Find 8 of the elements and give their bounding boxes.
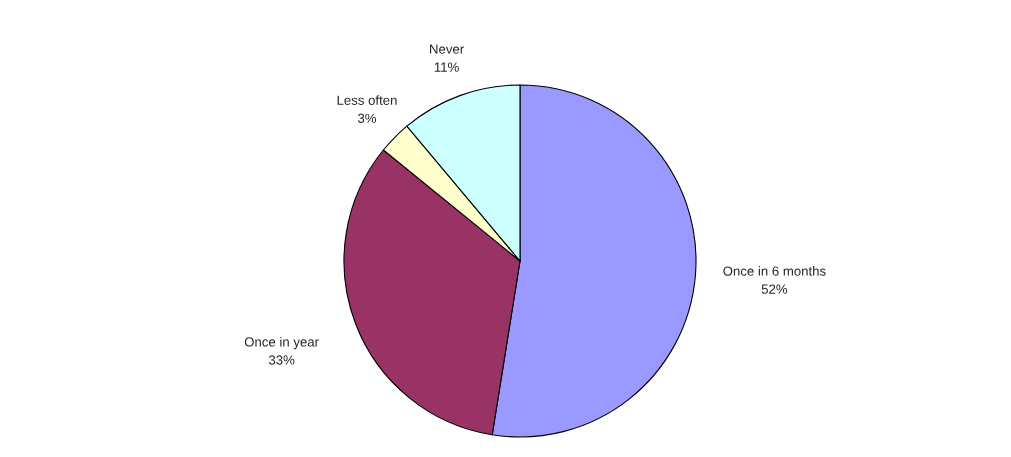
data-label: 11%: [434, 62, 459, 72]
data-label: 3%: [357, 113, 377, 123]
slice-label: Once in 6 months: [723, 266, 826, 276]
slice-label: Never: [430, 44, 464, 54]
data-label: 33%: [268, 355, 295, 365]
data-label: 52%: [761, 284, 788, 294]
slice-label: Once in year: [244, 336, 319, 350]
slice-label: Less often: [337, 95, 397, 105]
